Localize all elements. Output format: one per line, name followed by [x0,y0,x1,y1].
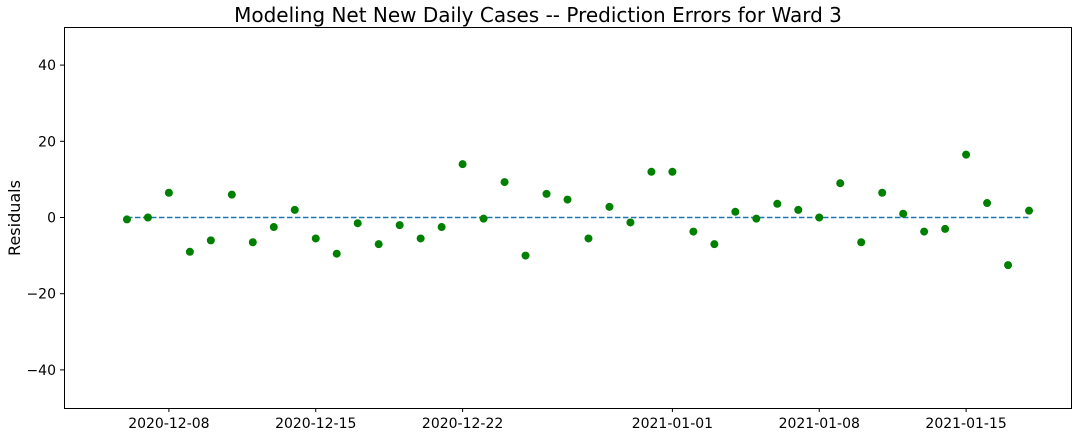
data-point [1025,206,1034,215]
plot-area: 2020-12-08 2020-12-15 2020-12-22 2021-01-01… [26,27,1072,432]
data-point [983,199,992,208]
x-tick-label: 2020-12-08 [128,416,209,432]
data-point [836,179,845,188]
data-point [647,167,656,176]
y-axis-label: Residuals [5,180,24,256]
x-tick-label: 2021-01-01 [632,416,713,432]
x-tick-label: 2020-12-15 [275,416,356,432]
data-point [311,234,320,243]
data-point [773,199,782,208]
data-point [500,178,509,187]
data-point [584,234,593,243]
data-point [878,188,887,197]
data-point [164,188,173,197]
data-point [269,223,278,232]
data-point [122,215,131,224]
data-point [416,234,425,243]
x-tick-label: 2021-01-15 [925,416,1006,432]
data-point [227,190,236,199]
data-point [794,205,803,214]
data-point [353,219,362,228]
data-point [962,150,971,159]
data-point [185,247,194,256]
data-point [920,227,929,236]
data-point [815,213,824,222]
data-point [542,189,551,198]
data-point [332,249,341,258]
data-point [290,205,299,214]
chart-title: Modeling Net New Daily Cases -- Predicti… [234,3,842,27]
y-tick-label: −40 [26,363,56,379]
data-point [521,251,530,260]
data-point [710,240,719,249]
data-point [941,224,950,233]
data-point [479,214,488,223]
data-point [248,238,257,247]
x-axis: 2020-12-08 2020-12-15 2020-12-22 2021-01-01… [128,408,1007,432]
data-point [206,236,215,245]
data-point [143,213,152,222]
y-tick-label: −20 [26,287,56,303]
y-tick-label: 20 [38,134,56,150]
data-point [395,221,404,230]
points-layer [122,150,1034,270]
y-tick-label: 0 [47,211,56,227]
x-tick-label: 2020-12-22 [422,416,503,432]
data-point [626,218,635,227]
x-tick-label: 2021-01-08 [779,416,860,432]
data-point [857,238,866,247]
data-point [458,160,467,169]
data-point [689,227,698,236]
data-point [731,207,740,216]
y-axis: −40 −20 0 20 40 [26,58,64,379]
data-point [752,214,761,223]
data-point [605,202,614,211]
data-point [1004,261,1013,270]
data-point [899,209,908,218]
y-tick-label: 40 [38,58,56,74]
data-point [563,195,572,204]
data-point [374,240,383,249]
data-point [668,167,677,176]
data-point [437,223,446,232]
